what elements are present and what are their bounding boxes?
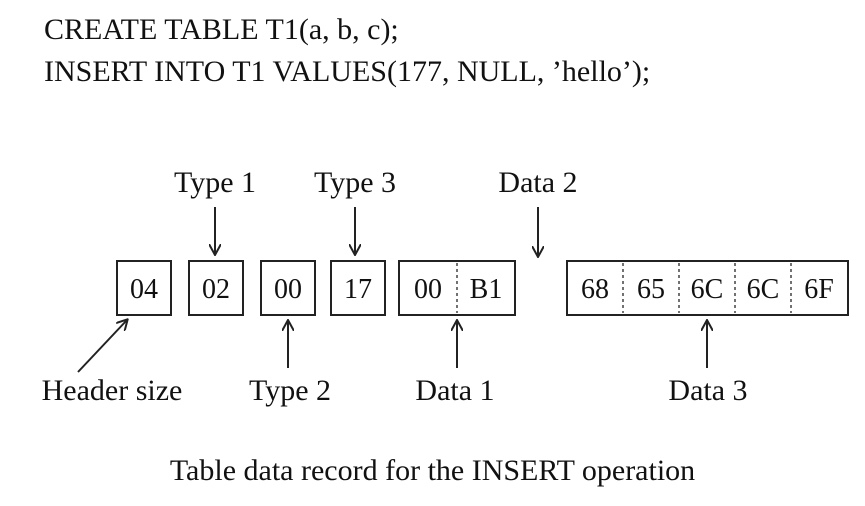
- data3-byte-1: 65: [637, 274, 665, 305]
- type1-byte: 02: [188, 260, 244, 316]
- label-data2: Data 2: [498, 166, 577, 199]
- label-data3: Data 3: [668, 374, 747, 407]
- figure-caption: Table data record for the INSERT operati…: [169, 454, 696, 487]
- insert-statement: INSERT INTO T1 VALUES(177, NULL, ’hello’…: [44, 55, 651, 88]
- data3-byte-2: 6C: [691, 274, 724, 305]
- type1-value: 02: [202, 274, 230, 305]
- label-data1: Data 1: [415, 374, 494, 407]
- label-header-size: Header size: [42, 374, 183, 407]
- create-table-statement: CREATE TABLE T1(a, b, c);: [44, 13, 399, 46]
- label-type1: Type 1: [174, 166, 256, 199]
- type3-byte: 17: [330, 260, 386, 316]
- header-size-value: 04: [130, 274, 158, 305]
- data3-byte-4: 6F: [804, 274, 834, 305]
- label-type3: Type 3: [314, 166, 396, 199]
- data3-byte-0: 68: [581, 274, 609, 305]
- data1-bytes: 00 B1: [398, 260, 516, 316]
- data3-bytes: 68 65 6C 6C 6F: [566, 260, 849, 316]
- type3-value: 17: [344, 274, 372, 305]
- data3-byte-3: 6C: [747, 274, 780, 305]
- data1-byte-1: B1: [470, 274, 503, 305]
- arrow-header-size: [77, 320, 127, 373]
- label-type2: Type 2: [249, 374, 331, 407]
- type2-byte: 00: [260, 260, 316, 316]
- header-size-byte: 04: [116, 260, 172, 316]
- type2-value: 00: [274, 274, 302, 305]
- data1-byte-0: 00: [414, 274, 442, 305]
